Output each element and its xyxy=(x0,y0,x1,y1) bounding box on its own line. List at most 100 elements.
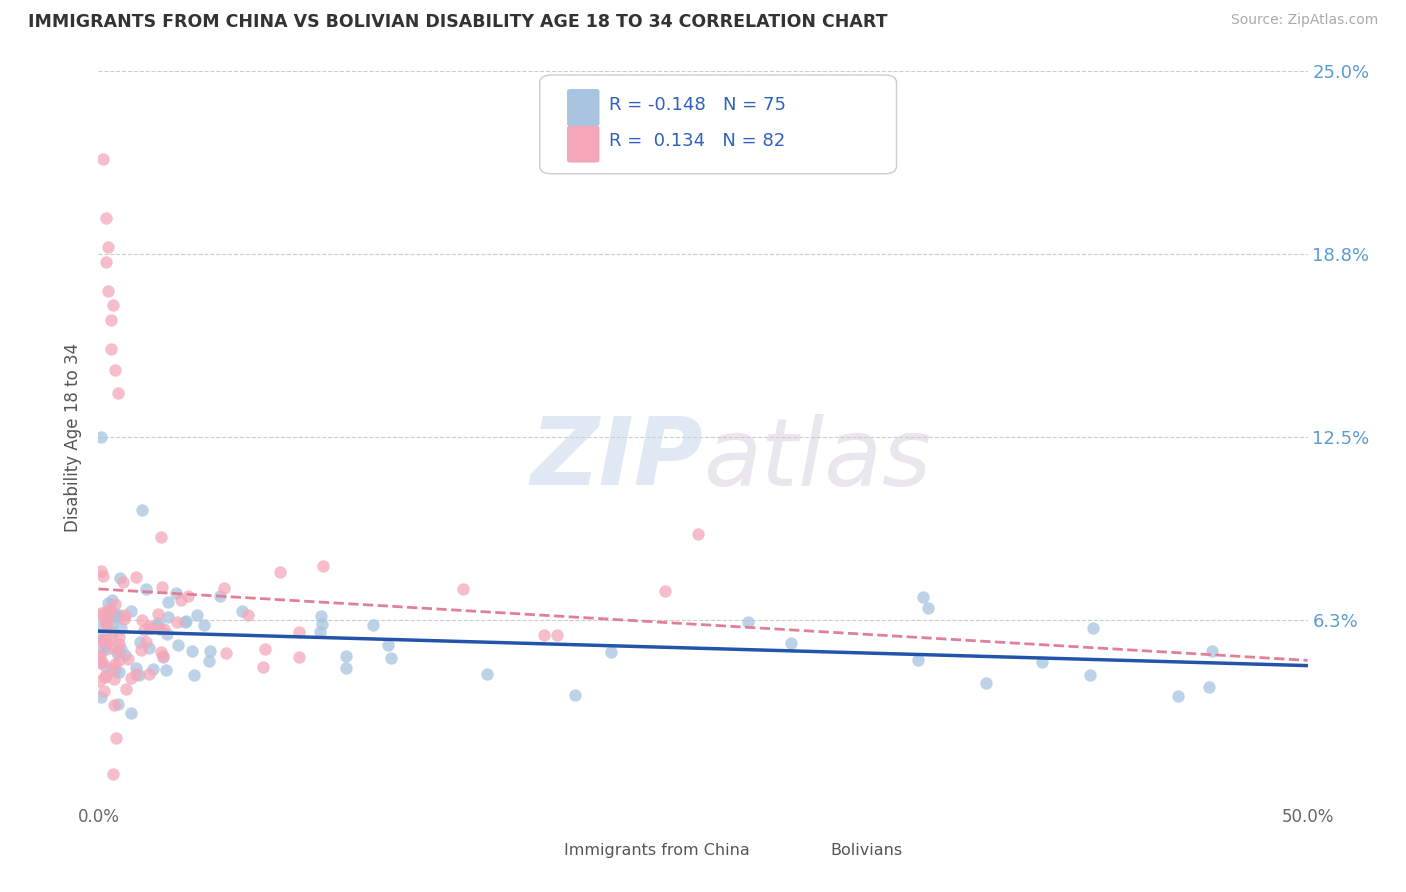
Point xyxy=(91,568,114,582)
Point xyxy=(105,731,128,746)
Point xyxy=(1198,681,1220,695)
Point xyxy=(108,653,131,667)
Point xyxy=(215,646,238,660)
Point xyxy=(149,623,172,637)
Point xyxy=(377,638,399,652)
Point xyxy=(155,664,177,678)
Point xyxy=(181,643,204,657)
Point xyxy=(152,648,174,663)
Point xyxy=(90,618,112,632)
Point xyxy=(177,589,200,603)
Y-axis label: Disability Age 18 to 34: Disability Age 18 to 34 xyxy=(65,343,83,532)
Point xyxy=(131,503,153,517)
Point xyxy=(93,684,115,698)
Point xyxy=(91,152,114,166)
FancyBboxPatch shape xyxy=(568,126,599,162)
Point xyxy=(110,621,132,635)
Point xyxy=(546,628,568,642)
Point xyxy=(101,640,124,655)
Point xyxy=(1031,655,1053,669)
Point xyxy=(129,642,152,657)
Text: R = -0.148   N = 75: R = -0.148 N = 75 xyxy=(609,96,786,114)
Point xyxy=(1167,689,1189,703)
Point xyxy=(599,645,621,659)
Point xyxy=(114,648,136,663)
Text: ZIP: ZIP xyxy=(530,413,703,505)
Point xyxy=(105,646,128,660)
Point xyxy=(138,619,160,633)
Text: atlas: atlas xyxy=(703,414,931,505)
Point xyxy=(89,608,111,623)
Text: Bolivians: Bolivians xyxy=(830,843,903,858)
Point xyxy=(132,623,155,637)
Point xyxy=(90,430,112,444)
Point xyxy=(97,596,120,610)
Point xyxy=(120,604,142,618)
FancyBboxPatch shape xyxy=(526,836,557,866)
Point xyxy=(101,766,124,780)
Point xyxy=(150,645,173,659)
Point xyxy=(108,570,131,584)
Point xyxy=(686,526,709,541)
Point xyxy=(138,667,160,681)
Point xyxy=(107,631,129,645)
FancyBboxPatch shape xyxy=(540,75,897,174)
Point xyxy=(91,641,114,656)
Point xyxy=(100,603,122,617)
Point xyxy=(100,592,122,607)
Point xyxy=(780,636,803,650)
Point xyxy=(107,643,129,657)
Point xyxy=(564,688,586,702)
Point xyxy=(145,619,167,633)
Point xyxy=(96,617,118,632)
Point xyxy=(90,690,112,704)
Point xyxy=(174,615,197,629)
Point xyxy=(89,648,111,663)
Point xyxy=(107,697,129,711)
Point xyxy=(912,591,935,605)
Point xyxy=(129,635,152,649)
Point xyxy=(135,582,157,597)
Point xyxy=(335,661,357,675)
Point xyxy=(115,682,138,697)
Point xyxy=(103,698,125,712)
Point xyxy=(146,607,169,621)
Point xyxy=(107,386,129,401)
Point xyxy=(917,601,939,615)
Text: IMMIGRANTS FROM CHINA VS BOLIVIAN DISABILITY AGE 18 TO 34 CORRELATION CHART: IMMIGRANTS FROM CHINA VS BOLIVIAN DISABI… xyxy=(28,13,887,31)
Point xyxy=(311,609,333,624)
Point xyxy=(104,597,127,611)
Point xyxy=(380,651,402,665)
Point xyxy=(112,612,135,626)
Point xyxy=(654,583,676,598)
Point xyxy=(208,590,231,604)
Point xyxy=(167,638,190,652)
Point xyxy=(149,530,172,544)
Point xyxy=(96,607,118,621)
Point xyxy=(117,651,139,665)
Point xyxy=(120,671,142,685)
Point xyxy=(101,624,124,639)
Point xyxy=(135,634,157,648)
Point xyxy=(269,565,291,579)
Point xyxy=(193,617,215,632)
Point xyxy=(91,634,114,648)
Point xyxy=(153,623,176,637)
Point xyxy=(107,608,129,623)
Point xyxy=(100,630,122,644)
Point xyxy=(252,659,274,673)
Point xyxy=(533,627,555,641)
Point xyxy=(101,298,124,312)
Point xyxy=(114,608,136,623)
Point xyxy=(231,604,253,618)
Point xyxy=(104,608,127,623)
Point xyxy=(254,641,277,656)
Point xyxy=(287,649,309,664)
Point xyxy=(104,657,127,671)
Point xyxy=(96,616,118,631)
Point xyxy=(311,558,333,573)
Text: R =  0.134   N = 82: R = 0.134 N = 82 xyxy=(609,132,785,150)
Point xyxy=(94,669,117,683)
Point xyxy=(361,618,384,632)
Point xyxy=(94,254,117,268)
